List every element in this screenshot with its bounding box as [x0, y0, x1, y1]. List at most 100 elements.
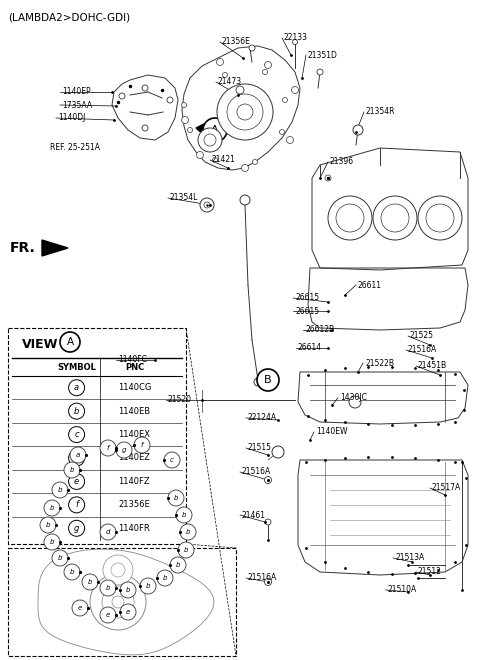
- Circle shape: [178, 542, 194, 558]
- Text: (LAMBDA2>DOHC-GDI): (LAMBDA2>DOHC-GDI): [8, 13, 130, 23]
- Circle shape: [196, 152, 204, 158]
- Text: PNC: PNC: [125, 364, 144, 372]
- Text: b: b: [184, 547, 188, 553]
- Circle shape: [40, 517, 56, 533]
- Circle shape: [272, 446, 284, 458]
- Circle shape: [373, 196, 417, 240]
- Circle shape: [100, 607, 116, 623]
- Text: b: b: [88, 579, 92, 585]
- Text: A: A: [66, 337, 73, 347]
- Circle shape: [140, 578, 156, 594]
- Circle shape: [111, 563, 125, 577]
- Circle shape: [349, 396, 361, 408]
- Circle shape: [291, 86, 299, 94]
- Text: A: A: [211, 125, 219, 135]
- Circle shape: [44, 500, 60, 516]
- Text: b: b: [58, 555, 62, 561]
- Circle shape: [336, 204, 364, 232]
- Circle shape: [167, 97, 173, 103]
- Circle shape: [82, 574, 98, 590]
- Text: 21510A: 21510A: [388, 585, 417, 595]
- Text: 1140EP: 1140EP: [62, 88, 91, 96]
- Text: f: f: [107, 445, 109, 451]
- Text: 1140EZ: 1140EZ: [119, 453, 150, 463]
- Circle shape: [157, 570, 173, 586]
- Circle shape: [283, 98, 288, 102]
- Circle shape: [203, 118, 227, 142]
- Circle shape: [252, 160, 257, 164]
- Text: VIEW: VIEW: [22, 339, 59, 352]
- Text: 26611: 26611: [358, 280, 382, 290]
- Circle shape: [180, 524, 196, 540]
- Text: e: e: [78, 605, 82, 611]
- Circle shape: [381, 204, 409, 232]
- Text: 21421: 21421: [212, 156, 236, 164]
- Circle shape: [426, 204, 454, 232]
- Text: b: b: [106, 585, 110, 591]
- Text: 1735AA: 1735AA: [62, 100, 92, 110]
- Circle shape: [69, 473, 84, 490]
- Text: 1140FR: 1140FR: [119, 524, 150, 533]
- Text: b: b: [163, 575, 167, 581]
- Text: 21522B: 21522B: [365, 358, 394, 368]
- Circle shape: [69, 520, 84, 537]
- Circle shape: [52, 550, 68, 566]
- Text: b: b: [70, 569, 74, 575]
- Circle shape: [170, 557, 186, 573]
- Circle shape: [142, 85, 148, 91]
- Text: b: b: [50, 539, 54, 545]
- Circle shape: [120, 604, 136, 620]
- Text: 21520: 21520: [168, 395, 192, 405]
- Circle shape: [241, 164, 249, 172]
- Text: e: e: [126, 609, 130, 615]
- Circle shape: [287, 137, 293, 143]
- Text: 21356E: 21356E: [222, 38, 251, 46]
- Circle shape: [102, 586, 134, 618]
- Text: 1140CG: 1140CG: [118, 383, 151, 392]
- Text: b: b: [126, 587, 130, 593]
- Text: 21516A: 21516A: [248, 574, 277, 583]
- Text: 21513A: 21513A: [395, 554, 424, 562]
- Text: 21351D: 21351D: [308, 51, 338, 59]
- Circle shape: [353, 125, 363, 135]
- Circle shape: [254, 378, 262, 386]
- Text: 21517A: 21517A: [432, 484, 461, 492]
- Text: 1430JC: 1430JC: [340, 393, 367, 403]
- Text: 21516A: 21516A: [408, 345, 437, 354]
- Text: f: f: [141, 442, 143, 448]
- Text: b: b: [146, 583, 150, 589]
- Circle shape: [52, 482, 68, 498]
- Circle shape: [69, 379, 84, 396]
- Circle shape: [100, 580, 116, 596]
- Text: FR.: FR.: [10, 241, 36, 255]
- Circle shape: [134, 437, 150, 453]
- Text: b: b: [182, 512, 186, 518]
- Text: b: b: [58, 487, 62, 493]
- Circle shape: [69, 497, 84, 513]
- Circle shape: [279, 129, 285, 135]
- Circle shape: [176, 507, 192, 523]
- Circle shape: [112, 596, 124, 608]
- Circle shape: [69, 450, 84, 466]
- Text: a: a: [74, 383, 79, 392]
- Circle shape: [263, 69, 267, 75]
- Text: 22124A: 22124A: [248, 414, 277, 422]
- Text: 21461: 21461: [242, 510, 266, 519]
- Circle shape: [181, 102, 187, 108]
- Text: e: e: [106, 612, 110, 618]
- Circle shape: [264, 61, 272, 69]
- Circle shape: [103, 555, 133, 585]
- Text: b: b: [186, 529, 190, 535]
- Polygon shape: [196, 120, 212, 135]
- Circle shape: [227, 94, 263, 130]
- Circle shape: [60, 332, 80, 352]
- Text: a: a: [76, 452, 80, 458]
- Text: 21473: 21473: [218, 77, 242, 86]
- Text: 1140EW: 1140EW: [316, 428, 348, 436]
- Text: g: g: [74, 524, 79, 533]
- Text: b: b: [176, 562, 180, 568]
- Text: c: c: [170, 457, 174, 463]
- Circle shape: [325, 175, 331, 181]
- Text: b: b: [174, 495, 178, 501]
- Circle shape: [168, 490, 184, 506]
